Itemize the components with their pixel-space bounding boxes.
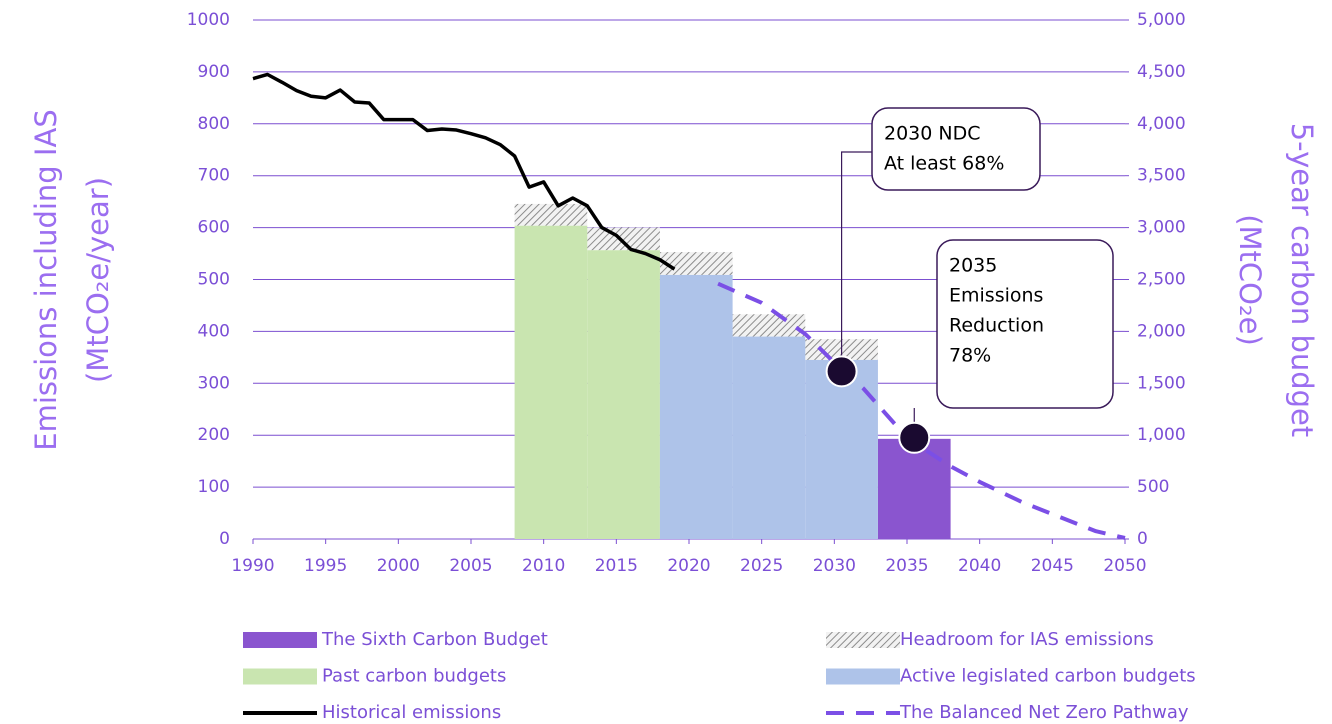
y2-tick-label: 3,500 (1137, 166, 1186, 186)
y2-tick-label: 2,000 (1137, 321, 1186, 341)
callout-box (871, 107, 1041, 191)
y-axis-title: Emissions including IAS (MtCO₂e/year) (29, 109, 115, 450)
budget-bar (732, 314, 806, 337)
x-tick-label: 2045 (1031, 556, 1074, 576)
y-tick-label: 400 (198, 321, 230, 341)
milestone-marker (825, 355, 858, 388)
x-tick-label: 2015 (595, 556, 638, 576)
callout-text: 78% (949, 345, 991, 367)
budget-bar (514, 225, 588, 539)
callout-text: 2030 NDC (884, 123, 981, 145)
x-tick-label: 2000 (377, 556, 420, 576)
x-tick-label: 2005 (449, 556, 492, 576)
y2-tick-label: 3,000 (1137, 218, 1186, 238)
y2-tick-label: 1,000 (1137, 425, 1186, 445)
y2-axis-title-line: 5-year carbon budget (1285, 123, 1319, 438)
budget-bar (587, 250, 660, 539)
callout-text: Reduction (949, 315, 1044, 337)
budget-bar (587, 227, 660, 251)
budget-bar (514, 203, 588, 226)
x-tick-label: 2010 (522, 556, 565, 576)
y-tick-label: 800 (198, 114, 230, 134)
y2-tick-label: 4,500 (1137, 62, 1186, 82)
y-tick-label: 600 (198, 218, 230, 238)
callout-text: 2035 (949, 255, 997, 277)
y-axis-title-line: (MtCO₂e/year) (81, 177, 115, 383)
x-tick-label: 2040 (958, 556, 1001, 576)
x-tick-label: 1995 (304, 556, 347, 576)
callout-box (936, 239, 1114, 409)
y2-axis-title: 5-year carbon budget (MtCO₂e) (1233, 123, 1319, 438)
legend-swatch (243, 632, 317, 648)
budget-bar (877, 438, 951, 539)
y2-tick-label: 0 (1137, 529, 1148, 549)
y-axis-title-line: Emissions including IAS (29, 109, 63, 450)
leader-line (841, 151, 872, 372)
line-series (252, 72, 676, 271)
budget-bar (659, 274, 733, 539)
budget-bar (659, 252, 733, 275)
y2-tick-label: 1,500 (1137, 373, 1186, 393)
legend-label: Historical emissions (322, 702, 501, 723)
callout: 2030 NDC At least 68% (825, 107, 1041, 388)
x-tick-label: 2025 (740, 556, 783, 576)
y-tick-label: 1000 (187, 10, 230, 30)
line-series (717, 281, 1126, 540)
y-tick-label: 900 (198, 62, 230, 82)
budget-bar (732, 336, 806, 539)
legend-swatch (243, 668, 317, 685)
legend-label: Past carbon budgets (322, 666, 506, 687)
y-tick-label: 300 (198, 373, 230, 393)
y2-tick-label: 4,000 (1137, 114, 1186, 134)
milestone-marker (898, 421, 931, 454)
callout-text: At least 68% (884, 153, 1004, 175)
y-tick-label: 0 (219, 529, 230, 549)
y2-tick-label: 500 (1137, 477, 1169, 497)
callout-text: Emissions (949, 285, 1043, 307)
y2-tick-label: 2,500 (1137, 270, 1186, 290)
legend-swatch (826, 668, 900, 685)
y-tick-label: 200 (198, 425, 230, 445)
legend-label: Active legislated carbon budgets (900, 666, 1196, 687)
y2-tick-label: 5,000 (1137, 10, 1186, 30)
x-tick-label: 1990 (231, 556, 274, 576)
legend-label: The Sixth Carbon Budget (321, 629, 548, 650)
callout: 2035 Emissions Reduction 78% (898, 239, 1114, 454)
legend-label: The Balanced Net Zero Pathway (899, 702, 1189, 723)
x-tick-label: 2050 (1103, 556, 1146, 576)
y-tick-label: 500 (198, 270, 230, 290)
y2-axis-title-line: (MtCO₂e) (1233, 214, 1267, 346)
x-tick-label: 2030 (813, 556, 856, 576)
y-tick-label: 100 (198, 477, 230, 497)
x-tick-label: 2020 (667, 556, 710, 576)
x-tick-label: 2035 (885, 556, 928, 576)
legend-swatch (826, 632, 900, 648)
legend-label: Headroom for IAS emissions (900, 629, 1154, 650)
y-tick-label: 700 (198, 166, 230, 186)
